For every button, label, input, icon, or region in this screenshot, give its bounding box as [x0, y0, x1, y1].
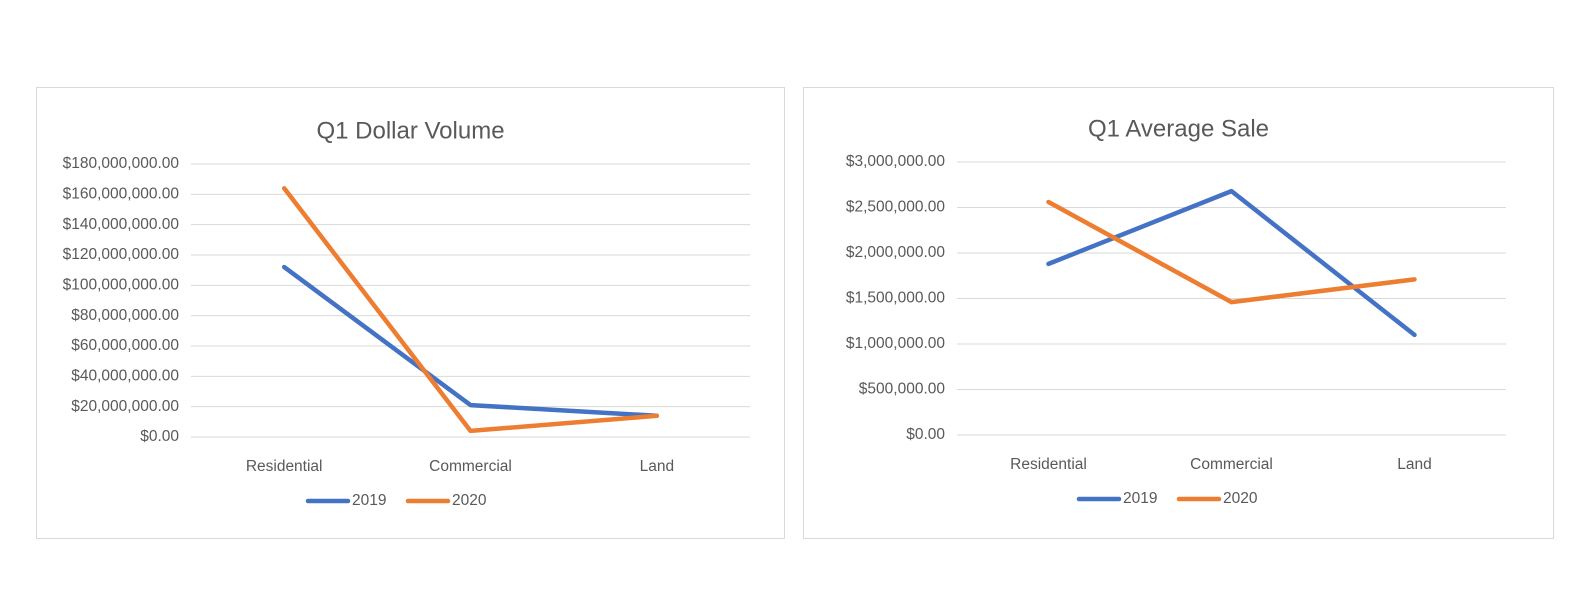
- legend-label: 2019: [352, 492, 386, 509]
- y-tick-label: $2,500,000.00: [846, 199, 946, 216]
- y-tick-label: $1,000,000.00: [846, 335, 946, 352]
- series-line-2019: [1046, 188, 1417, 338]
- y-tick-label: $3,000,000.00: [846, 153, 946, 170]
- x-tick-label: Residential: [246, 458, 323, 475]
- chart-title: Q1 Dollar Volume: [316, 117, 504, 144]
- y-tick-label: $80,000,000.00: [71, 307, 179, 324]
- series-line-2019: [281, 264, 660, 419]
- y-tick-label: $0.00: [140, 428, 179, 445]
- y-tick-label: $120,000,000.00: [63, 246, 180, 263]
- series-line-2020: [1046, 199, 1417, 305]
- average-sale-chart: Q1 Average Sale $0.00 $500,000.00 $1,000,00…: [803, 87, 1554, 539]
- y-tick-label: $60,000,000.00: [71, 337, 179, 354]
- y-tick-label: $0.00: [906, 426, 945, 443]
- legend-label: 2019: [1123, 490, 1157, 507]
- y-tick-label: $1,500,000.00: [846, 290, 946, 307]
- x-tick-label: Residential: [1010, 456, 1087, 473]
- y-tick-label: $40,000,000.00: [71, 367, 179, 384]
- x-tick-label: Commercial: [1190, 456, 1273, 473]
- average-sale-chart-svg: Q1 Average Sale $0.00 $500,000.00 $1,000,00…: [846, 115, 1506, 507]
- dollar-volume-chart: Q1 Dollar Volume $0.00 $20,000,000.00 $40,0…: [36, 87, 785, 539]
- legend-label: 2020: [1223, 490, 1258, 507]
- y-tick-label: $500,000.00: [859, 381, 946, 398]
- dollar-volume-chart-svg: Q1 Dollar Volume $0.00 $20,000,000.00 $40,0…: [63, 117, 750, 509]
- y-tick-label: $2,000,000.00: [846, 244, 946, 261]
- y-tick-label: $20,000,000.00: [71, 398, 179, 415]
- x-tick-label: Commercial: [429, 458, 512, 475]
- x-tick-label: Land: [1397, 456, 1431, 473]
- y-tick-label: $160,000,000.00: [63, 185, 180, 202]
- legend-label: 2020: [452, 492, 487, 509]
- y-tick-label: $180,000,000.00: [63, 155, 180, 172]
- chart-title: Q1 Average Sale: [1088, 115, 1269, 142]
- y-tick-label: $100,000,000.00: [63, 276, 180, 293]
- x-tick-label: Land: [640, 458, 674, 475]
- y-tick-label: $140,000,000.00: [63, 216, 180, 233]
